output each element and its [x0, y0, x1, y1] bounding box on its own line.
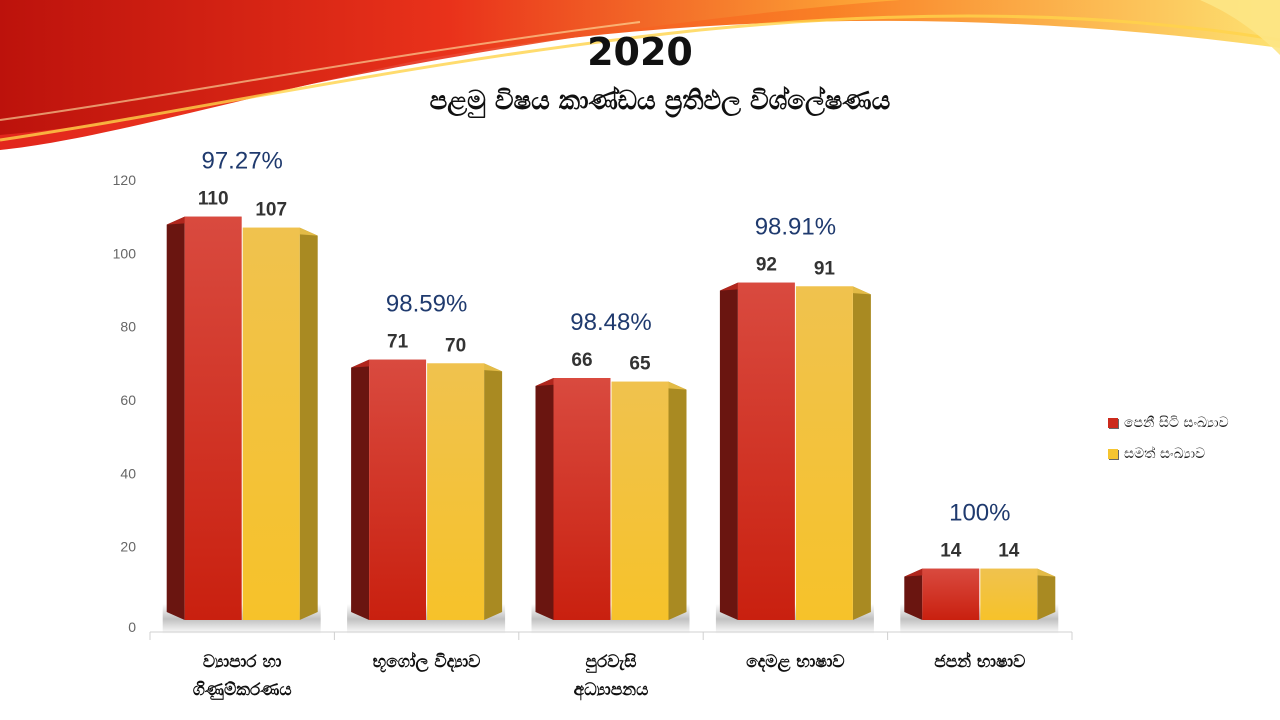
- bar-appeared: [922, 568, 980, 620]
- legend-item-appeared: පෙනී සිටි සංඛ්‍යාව: [1108, 412, 1229, 434]
- y-tick-label: 60: [120, 392, 136, 408]
- bar-side-passed: [1037, 568, 1056, 620]
- y-tick-label: 40: [120, 465, 136, 481]
- legend: පෙනී සිටි සංඛ්‍යාව සමත් සංඛ්‍යාව: [1108, 412, 1229, 474]
- bar-passed: [242, 227, 300, 620]
- data-label: 107: [255, 200, 287, 221]
- x-category-label: දෙමළ භාෂාව: [746, 652, 845, 672]
- chart-title: 2020: [587, 30, 693, 74]
- legend-label: සමත් සංඛ්‍යාව: [1124, 446, 1206, 462]
- bar-appeared: [737, 282, 795, 620]
- data-label: 70: [445, 335, 466, 356]
- data-label: 71: [387, 332, 409, 353]
- bar-side-passed: [299, 227, 318, 620]
- decorative-swoosh: [0, 0, 1280, 150]
- bar-passed: [795, 286, 853, 620]
- pass-percentage-label: 98.59%: [386, 291, 467, 318]
- x-category-label: පුරවැසි අධ්‍යාපනය: [573, 652, 649, 700]
- data-label: 91: [814, 258, 836, 279]
- bar-side-passed: [484, 363, 503, 620]
- bar-side-appeared: [904, 568, 923, 620]
- bar-passed: [611, 381, 669, 620]
- y-tick-label: 120: [113, 172, 137, 188]
- data-label: 92: [756, 255, 777, 276]
- legend-item-passed: සමත් සංඛ්‍යාව: [1108, 443, 1229, 465]
- data-label: 66: [571, 350, 592, 371]
- bar-passed: [980, 568, 1038, 620]
- bar-side-appeared: [535, 378, 554, 620]
- bar-side-passed: [852, 286, 871, 620]
- bar-side-passed: [668, 381, 687, 620]
- bar-appeared: [184, 216, 242, 620]
- data-label: 14: [998, 541, 1020, 562]
- legend-swatch-red: [1108, 418, 1118, 428]
- pass-percentage-label: 98.91%: [755, 214, 836, 241]
- chart-subtitle: පළමු විෂය කාණ්ඩය ප්‍රතිඵල විශ්ලේෂණය: [429, 86, 891, 116]
- y-tick-label: 100: [113, 245, 137, 261]
- bar-side-appeared: [719, 282, 738, 620]
- pass-percentage-label: 97.27%: [201, 148, 282, 175]
- y-tick-label: 80: [120, 319, 136, 335]
- bar-appeared: [553, 378, 611, 620]
- data-label: 65: [629, 354, 651, 375]
- x-category-label: ව්‍යාපාර හා ගිණුම්කරණය: [192, 652, 292, 700]
- y-tick-label: 20: [120, 539, 136, 555]
- x-category-label: භූගෝල විද්‍යාව: [372, 652, 481, 672]
- legend-label: පෙනී සිටි සංඛ්‍යාව: [1124, 415, 1229, 431]
- bar-side-appeared: [166, 216, 185, 620]
- data-label: 110: [198, 189, 229, 210]
- y-tick-label: 0: [128, 619, 136, 635]
- pass-percentage-label: 100%: [949, 500, 1010, 527]
- bar-appeared: [369, 359, 427, 620]
- bar-passed: [427, 363, 485, 620]
- pass-percentage-label: 98.48%: [570, 309, 651, 336]
- x-category-label: ජපන් භාෂාව: [934, 652, 1026, 672]
- legend-swatch-yellow: [1108, 449, 1118, 459]
- bar-side-appeared: [351, 359, 370, 620]
- data-label: 14: [940, 541, 962, 562]
